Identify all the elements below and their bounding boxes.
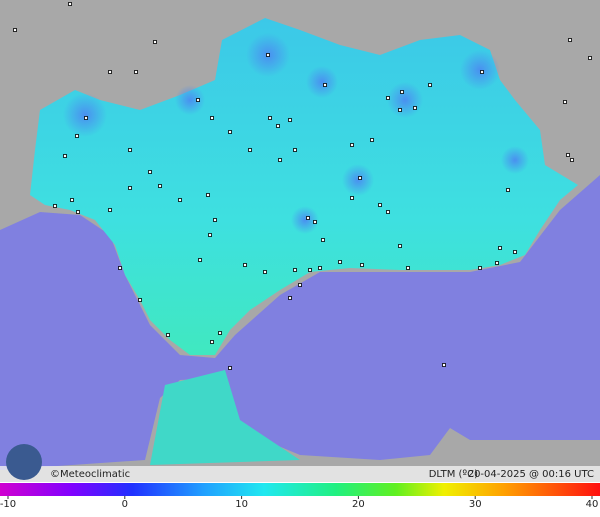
station: [68, 2, 72, 6]
colorbar-tick-label: -10: [0, 499, 16, 510]
station: [318, 266, 322, 270]
station: [276, 124, 280, 128]
station: [442, 363, 446, 367]
station: [148, 170, 152, 174]
station: [513, 250, 517, 254]
station: [495, 261, 499, 265]
region-north-morocco: [150, 370, 300, 465]
station: [288, 118, 292, 122]
station: [108, 208, 112, 212]
cold-spots: [63, 33, 529, 234]
station: [400, 90, 404, 94]
station: [198, 258, 202, 262]
station: [480, 70, 484, 74]
station: [206, 193, 210, 197]
stations: [13, 2, 592, 370]
station: [378, 203, 382, 207]
station: [153, 40, 157, 44]
station: [278, 158, 282, 162]
station: [166, 333, 170, 337]
station: [210, 116, 214, 120]
station: [406, 266, 410, 270]
station: [498, 246, 502, 250]
station: [128, 148, 132, 152]
station: [138, 298, 142, 302]
station: [218, 331, 222, 335]
station: [108, 70, 112, 74]
timestamp: 20-04-2025 @ 00:16 UTC: [468, 469, 594, 480]
station: [570, 158, 574, 162]
footer-strip: [0, 466, 600, 482]
station: [70, 198, 74, 202]
logo: [6, 444, 42, 480]
station: [13, 28, 17, 32]
station: [134, 70, 138, 74]
station: [266, 53, 270, 57]
station: [84, 116, 88, 120]
station: [358, 176, 362, 180]
station: [306, 216, 310, 220]
region-andalusia: [30, 18, 578, 355]
station: [398, 244, 402, 248]
station: [338, 260, 342, 264]
station: [350, 143, 354, 147]
station: [210, 340, 214, 344]
station: [128, 186, 132, 190]
station: [228, 366, 232, 370]
station: [588, 56, 592, 60]
station: [228, 130, 232, 134]
station: [323, 83, 327, 87]
station: [398, 108, 402, 112]
station: [360, 263, 364, 267]
colorbar: [0, 483, 600, 496]
station: [213, 218, 217, 222]
station: [158, 184, 162, 188]
station: [293, 268, 297, 272]
station: [386, 210, 390, 214]
station: [288, 296, 292, 300]
colorbar-tick-label: 20: [352, 499, 365, 510]
station: [178, 198, 182, 202]
station: [321, 238, 325, 242]
station: [506, 188, 510, 192]
station: [386, 96, 390, 100]
station: [350, 196, 354, 200]
sea: [0, 175, 600, 470]
station: [370, 138, 374, 142]
station: [196, 98, 200, 102]
variable: DLTM (ºC): [429, 469, 478, 480]
station: [268, 116, 272, 120]
station: [563, 100, 567, 104]
station: [413, 106, 417, 110]
colorbar-tick-label: 30: [469, 499, 482, 510]
station: [243, 263, 247, 267]
station: [53, 204, 57, 208]
station: [75, 134, 79, 138]
station: [248, 148, 252, 152]
station: [63, 154, 67, 158]
station: [566, 153, 570, 157]
station: [298, 283, 302, 287]
station: [478, 266, 482, 270]
station: [118, 266, 122, 270]
colorbar-ticks: -10 0 10 20 30 40: [0, 496, 598, 510]
station: [428, 83, 432, 87]
station: [76, 210, 80, 214]
station: [208, 233, 212, 237]
station: [293, 148, 297, 152]
colorbar-tick-label: 0: [122, 499, 128, 510]
station: [313, 220, 317, 224]
station: [308, 268, 312, 272]
station: [263, 270, 267, 274]
colorbar-tick-label: 40: [586, 499, 599, 510]
station: [568, 38, 572, 42]
colorbar-tick-label: 10: [235, 499, 248, 510]
credit: ©Meteoclimatic: [50, 469, 130, 480]
